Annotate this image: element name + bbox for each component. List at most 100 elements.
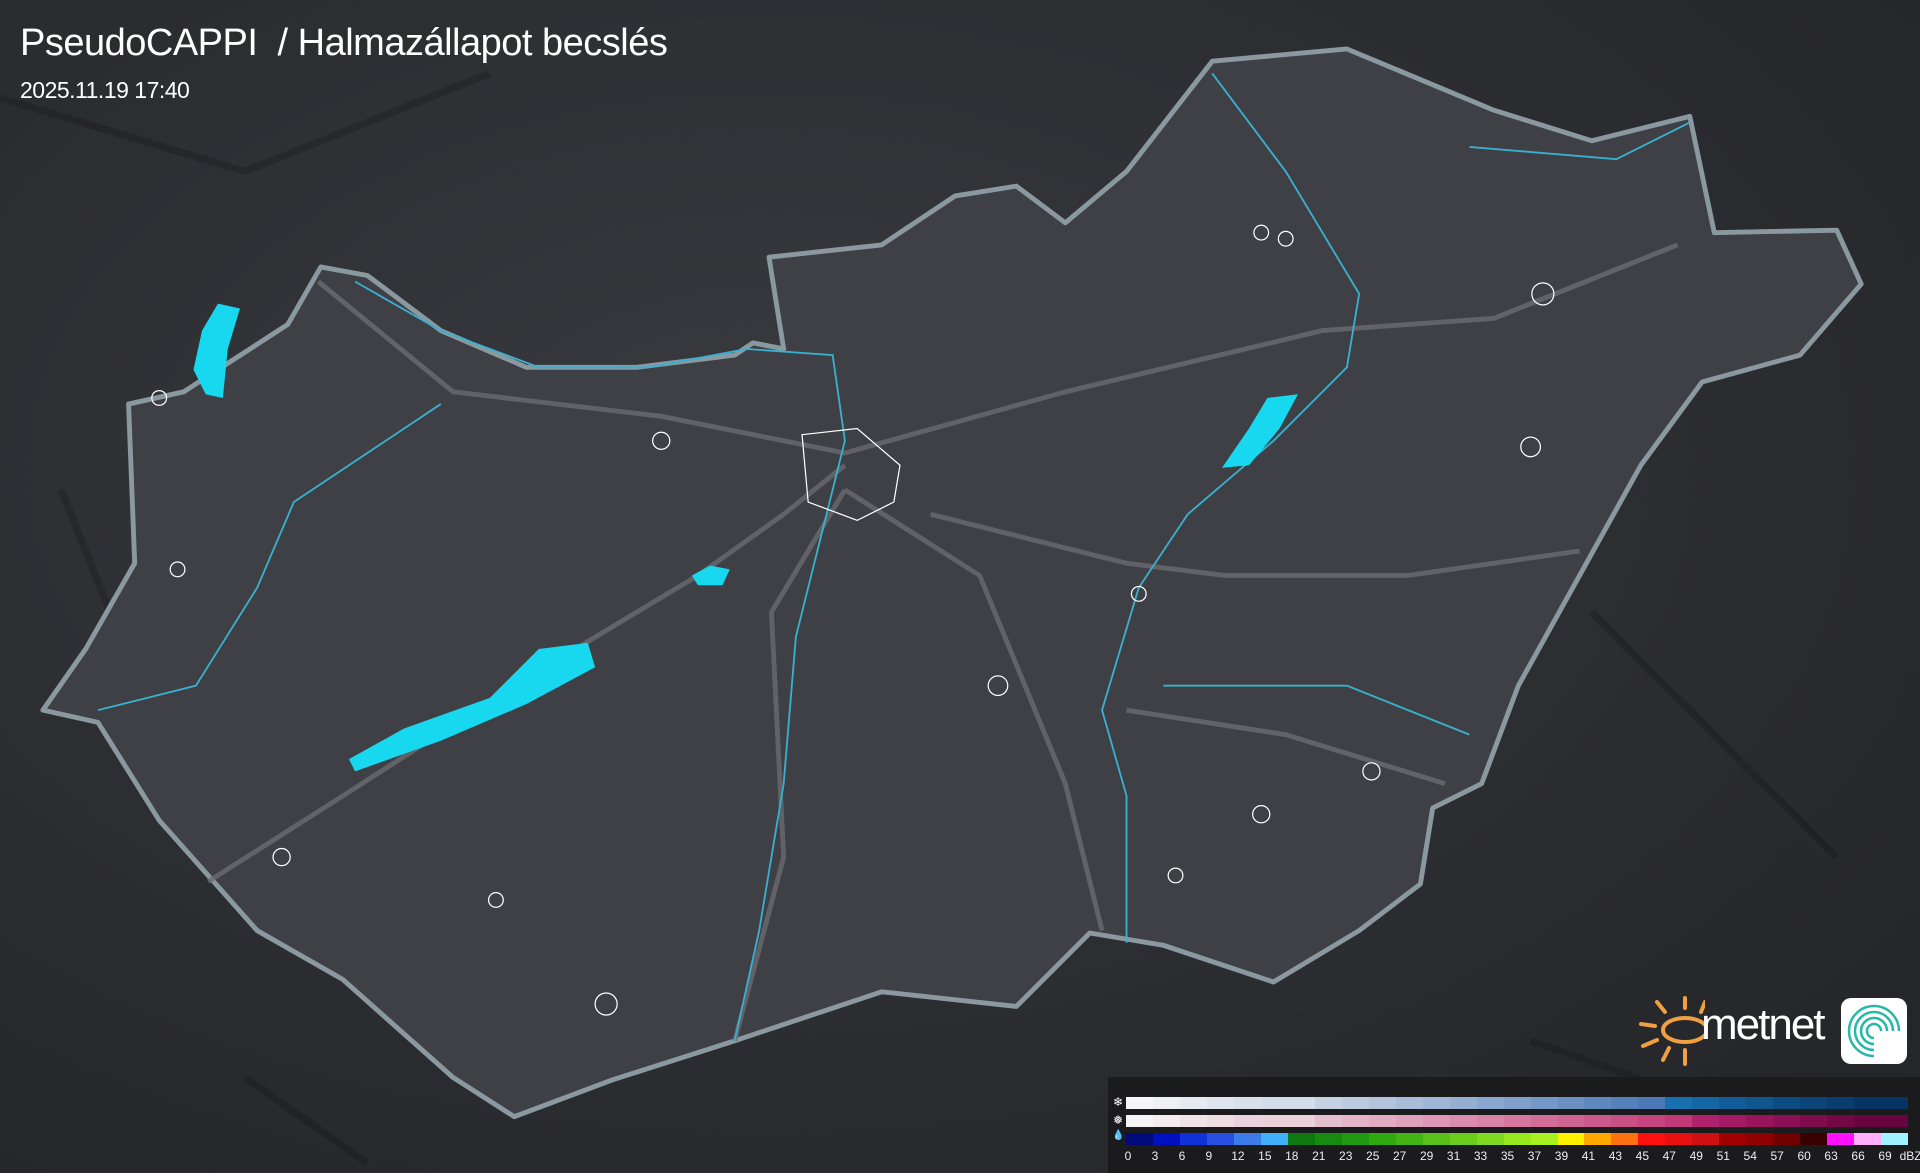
- legend-tick-label: 3: [1151, 1149, 1159, 1163]
- legend-swatch: [1827, 1115, 1855, 1127]
- legend-tick-label: 21: [1312, 1149, 1326, 1163]
- legend-tick-label: 33: [1473, 1149, 1488, 1163]
- legend-swatch: [1314, 1115, 1342, 1127]
- legend-swatch: [1773, 1115, 1801, 1127]
- legend-swatch: [1179, 1133, 1207, 1145]
- legend-swatch: [1449, 1115, 1477, 1127]
- legend-tick-label: 39: [1554, 1149, 1569, 1163]
- legend-swatch: [1341, 1133, 1369, 1145]
- legend-swatch: [1530, 1097, 1558, 1109]
- sun-icon: [1639, 996, 1705, 1066]
- legend-tick-label: 25: [1366, 1149, 1380, 1163]
- legend-swatch: [1233, 1133, 1261, 1145]
- legend-swatch: [1287, 1097, 1315, 1109]
- legend-swatch: [1395, 1133, 1423, 1145]
- legend-swatch: [1665, 1133, 1693, 1145]
- legend-swatch: [1692, 1097, 1720, 1109]
- legend-swatch: [1476, 1133, 1504, 1145]
- legend-swatch: [1584, 1115, 1612, 1127]
- legend-swatch: [1881, 1097, 1909, 1109]
- legend-tick-label: 31: [1446, 1149, 1461, 1163]
- legend-tick-label: 51: [1716, 1149, 1730, 1163]
- legend-swatch: [1557, 1097, 1585, 1109]
- sleet-color-scale: [1126, 1115, 1909, 1127]
- legend-swatch: [1449, 1097, 1477, 1109]
- legend-tick-label: 35: [1500, 1149, 1515, 1163]
- legend-swatch: [1422, 1097, 1450, 1109]
- legend-swatch: [1800, 1133, 1828, 1145]
- legend-swatch: [1638, 1115, 1666, 1127]
- legend-tick-label: 54: [1743, 1149, 1757, 1163]
- legend-swatch: [1503, 1097, 1531, 1109]
- legend-swatch: [1719, 1133, 1747, 1145]
- rain-color-scale: [1126, 1133, 1909, 1145]
- legend-swatch: [1449, 1133, 1477, 1145]
- legend-swatch: [1476, 1115, 1504, 1127]
- echo-ferto: [193, 303, 240, 398]
- legend-swatch: [1746, 1133, 1774, 1145]
- legend-swatch: [1503, 1115, 1531, 1127]
- roads: [206, 242, 1679, 1042]
- legend-swatch: [1773, 1097, 1801, 1109]
- legend-swatch: [1881, 1115, 1909, 1127]
- legend-swatch: [1260, 1115, 1288, 1127]
- legend-swatch: [1368, 1133, 1396, 1145]
- legend-swatch: [1611, 1133, 1639, 1145]
- legend-tick-label: 6: [1178, 1149, 1186, 1163]
- legend-tick-label: 43: [1608, 1149, 1623, 1163]
- legend-tick-label: 12: [1231, 1149, 1245, 1163]
- legend-swatch: [1638, 1133, 1666, 1145]
- legend-swatch: [1395, 1115, 1423, 1127]
- legend-swatch: [1827, 1097, 1855, 1109]
- legend-tick-label: 63: [1824, 1149, 1838, 1163]
- echo-balaton: [348, 642, 596, 772]
- legend-swatch: [1260, 1097, 1288, 1109]
- legend-tick-label: 41: [1581, 1149, 1596, 1163]
- legend-swatch: [1800, 1115, 1828, 1127]
- legend-swatch: [1530, 1115, 1558, 1127]
- echo-tisza-lake: [1222, 394, 1298, 468]
- legend-tick-label: 0: [1124, 1149, 1132, 1163]
- brand-name: metnet: [1701, 1000, 1826, 1049]
- terrain-shading: [0, 70, 1840, 1167]
- legend-swatch: [1773, 1133, 1801, 1145]
- legend-unit: dBZ: [1899, 1149, 1920, 1163]
- legend-swatch: [1611, 1115, 1639, 1127]
- legend-swatch: [1422, 1133, 1450, 1145]
- legend-swatch: [1341, 1097, 1369, 1109]
- legend-swatch: [1152, 1133, 1180, 1145]
- hungary-territory: [40, 46, 1864, 1120]
- snowflake-icon: ❄: [1112, 1095, 1124, 1109]
- legend-swatch: [1126, 1133, 1153, 1145]
- legend-swatch: [1287, 1115, 1315, 1127]
- legend-tick-label: 60: [1797, 1149, 1811, 1163]
- rivers: [97, 72, 1691, 1041]
- legend-tick-label: 66: [1851, 1149, 1865, 1163]
- legend-swatch: [1368, 1115, 1396, 1127]
- legend-swatch: [1314, 1133, 1342, 1145]
- legend-swatch: [1692, 1133, 1720, 1145]
- precipitation-echoes: [193, 303, 1298, 772]
- legend-swatch: [1530, 1133, 1558, 1145]
- echo-velence: [691, 565, 730, 586]
- legend-tick-label: 45: [1635, 1149, 1650, 1163]
- legend-tick-label: 57: [1770, 1149, 1784, 1163]
- legend-tick-label: 9: [1205, 1149, 1213, 1163]
- snow-color-scale: [1126, 1097, 1909, 1109]
- legend-swatch: [1179, 1115, 1207, 1127]
- legend-swatch: [1584, 1097, 1612, 1109]
- raindrop-icon: 💧: [1112, 1130, 1125, 1141]
- legend-swatch: [1503, 1133, 1531, 1145]
- legend-swatch: [1854, 1115, 1882, 1127]
- legend-swatch: [1557, 1115, 1585, 1127]
- settlements: [151, 224, 1555, 1016]
- dbz-legend: ❄ ❅ 💧 0 3 6 9 12 15 18 21 23 25 27 29 31 33 35 37 39 41 43…: [1108, 1077, 1920, 1173]
- legend-tick-label: 49: [1689, 1149, 1703, 1163]
- legend-swatch: [1881, 1133, 1909, 1145]
- legend-tick-label: 69: [1878, 1149, 1892, 1163]
- legend-swatch: [1152, 1097, 1180, 1109]
- legend-swatch: [1341, 1115, 1369, 1127]
- timestamp: 2025.11.19 17:40: [20, 77, 190, 103]
- legend-swatch: [1476, 1097, 1504, 1109]
